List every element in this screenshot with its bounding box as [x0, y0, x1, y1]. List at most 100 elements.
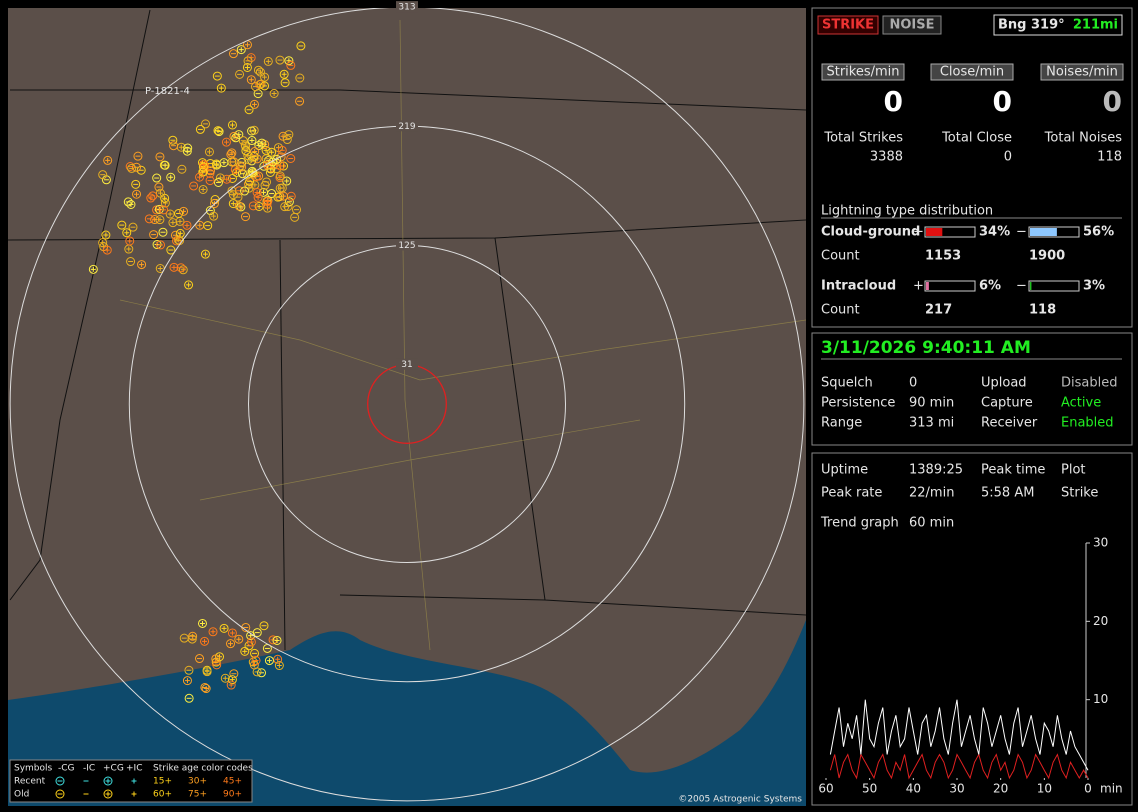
- strike-symbol: [177, 164, 187, 174]
- strike-symbol: [123, 197, 133, 207]
- strike-symbol: [200, 636, 210, 646]
- strike-symbol: [236, 202, 246, 212]
- strike-symbol: [201, 119, 211, 129]
- strike-symbol: [284, 56, 294, 66]
- strike-sign: [248, 639, 254, 645]
- status-field: 90 min: [909, 396, 954, 411]
- rate-button[interactable]: [1040, 63, 1124, 81]
- strike-sign: [252, 182, 258, 188]
- strike-sign: [157, 266, 163, 272]
- strike-symbol: [125, 162, 135, 172]
- strike-symbol: [188, 631, 198, 641]
- strike-symbol: [179, 206, 189, 216]
- strike-symbols: [88, 40, 306, 703]
- rate-button-label[interactable]: Close/min: [940, 65, 1004, 80]
- strike-sign: [230, 201, 236, 207]
- noise-button-label[interactable]: NOISE: [889, 18, 934, 33]
- strike-symbol: [133, 151, 143, 161]
- strike-sign: [199, 620, 205, 626]
- strike-symbol: [229, 157, 239, 167]
- legend-sign: [131, 778, 137, 784]
- total-label: Total Close: [941, 131, 1012, 146]
- rate-button-label[interactable]: Noises/min: [1046, 65, 1118, 80]
- strike-symbol: [247, 126, 257, 136]
- strike-symbol: [103, 155, 113, 165]
- strike-sign: [134, 191, 140, 197]
- strike-sign: [224, 176, 230, 182]
- strike-sign: [204, 669, 210, 675]
- strike-symbol: [176, 263, 186, 273]
- legend-header: Strike age color codes: [153, 764, 253, 774]
- map: [8, 8, 806, 806]
- strike-sign: [210, 629, 216, 635]
- strike-symbol: [227, 148, 237, 158]
- strike-sign: [197, 174, 203, 180]
- strike-symbol: [197, 618, 207, 628]
- noise-button[interactable]: [882, 15, 942, 35]
- strike-sign: [178, 144, 184, 150]
- strike-symbol: [132, 162, 142, 172]
- strike-symbol: [231, 133, 241, 143]
- strike-symbol: [257, 668, 267, 678]
- status-field: 0: [909, 376, 917, 391]
- strike-sign: [197, 222, 203, 228]
- strike-symbol: [159, 205, 169, 215]
- rate-button[interactable]: [821, 63, 905, 81]
- strike-symbol: [277, 145, 287, 155]
- strike-symbol: [88, 264, 98, 274]
- distribution-title: Lightning type distribution: [821, 204, 993, 219]
- rate-button-label[interactable]: Strikes/min: [826, 65, 899, 80]
- stats-field: Peak rate: [821, 486, 882, 501]
- bar: [926, 282, 929, 290]
- strike-symbol: [241, 146, 251, 156]
- strike-sign: [213, 656, 219, 662]
- strike-sign: [184, 678, 190, 684]
- strike-symbol: [290, 212, 300, 222]
- total-value: 118: [1097, 150, 1122, 165]
- bar-track: [1028, 280, 1080, 292]
- strike-sign: [162, 200, 168, 206]
- stats-panel: [811, 452, 1133, 806]
- strike-symbol: [160, 160, 170, 170]
- strike-symbol: [154, 182, 164, 192]
- strike-sign: [269, 149, 275, 155]
- legend-header: Symbols: [14, 764, 53, 774]
- strike-symbol: [227, 675, 237, 685]
- strike-sign: [265, 198, 271, 204]
- status-field: Upload: [981, 376, 1027, 391]
- strike-sign: [229, 188, 235, 194]
- strike-symbol: [267, 147, 277, 157]
- legend-age: 15+: [153, 777, 172, 787]
- strike-button-label[interactable]: STRIKE: [822, 18, 874, 33]
- x-tick-label: 40: [906, 782, 921, 796]
- strike-sign: [202, 251, 208, 257]
- strike-symbol: [250, 147, 260, 157]
- bearing: Bng 319°: [998, 18, 1065, 33]
- strike-symbol: [152, 173, 162, 183]
- strike-symbol: [229, 669, 239, 679]
- strike-symbol: [273, 192, 283, 202]
- legend-row-label: Recent: [14, 777, 46, 787]
- strike-symbol: [182, 220, 192, 230]
- strike-symbol: [205, 158, 215, 168]
- sign: −: [1016, 279, 1027, 294]
- strike-symbol: [245, 176, 255, 186]
- strike-symbol: [253, 65, 263, 75]
- strike-symbol: [283, 202, 293, 212]
- strike-symbol: [169, 262, 179, 272]
- rate-button[interactable]: [930, 63, 1014, 81]
- strike-symbol: [198, 184, 208, 194]
- strike-symbol: [101, 230, 111, 240]
- strike-button[interactable]: [817, 15, 879, 35]
- strike-symbol: [182, 676, 192, 686]
- strike-symbol: [249, 151, 259, 161]
- pct-label: 56%: [1083, 225, 1114, 240]
- legend-age: 30+: [188, 777, 207, 787]
- x-tick-label: 50: [862, 782, 877, 796]
- strike-sign: [126, 246, 132, 252]
- strike-symbol: [235, 161, 245, 171]
- strike-symbol: [132, 189, 142, 199]
- strike-symbol: [178, 265, 188, 275]
- strike-symbol: [275, 55, 285, 65]
